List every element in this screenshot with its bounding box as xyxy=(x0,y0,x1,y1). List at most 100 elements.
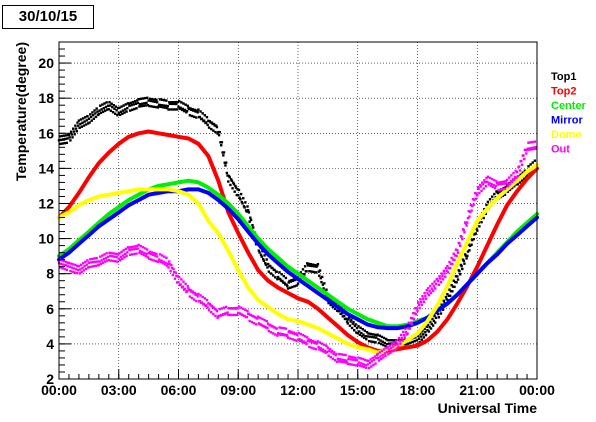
series-point xyxy=(84,123,88,126)
series-point xyxy=(83,120,86,123)
series-point xyxy=(464,254,468,257)
series-point xyxy=(355,359,359,362)
series-point xyxy=(182,280,185,283)
series-point xyxy=(116,260,119,263)
series-point xyxy=(301,333,305,337)
series-point xyxy=(138,251,141,254)
series-point xyxy=(367,339,371,343)
series-point xyxy=(398,339,401,343)
series-point xyxy=(387,348,391,351)
series-point xyxy=(130,103,133,107)
series-point xyxy=(518,181,522,184)
series-point xyxy=(301,340,304,344)
y-tick-label: 6 xyxy=(46,301,54,317)
series-point xyxy=(145,252,148,256)
series-point xyxy=(186,285,189,288)
series-point xyxy=(371,333,374,336)
series-point xyxy=(121,254,125,257)
series-point xyxy=(187,107,191,111)
series-point xyxy=(305,342,308,346)
series-point xyxy=(477,187,480,190)
series-point xyxy=(476,186,480,189)
series-point xyxy=(413,312,416,315)
series-point xyxy=(114,105,118,108)
series-point xyxy=(137,98,140,101)
series-point xyxy=(215,309,219,313)
series-point xyxy=(306,264,310,267)
series-point xyxy=(346,362,349,366)
series-point xyxy=(349,320,352,323)
series-point xyxy=(296,282,300,285)
series-point xyxy=(150,251,154,254)
series-point xyxy=(494,184,497,188)
series-point xyxy=(308,340,312,343)
series-point xyxy=(380,357,383,361)
series-point xyxy=(62,263,65,266)
series-point xyxy=(131,245,135,248)
series-point xyxy=(340,358,344,361)
series-point xyxy=(511,178,515,181)
series-point xyxy=(89,115,93,119)
series-point xyxy=(165,106,169,110)
series-point xyxy=(92,117,96,120)
series-point xyxy=(193,108,197,112)
series-point xyxy=(137,243,140,247)
series-point xyxy=(217,133,221,137)
series-point xyxy=(82,269,86,272)
series-point xyxy=(329,355,332,359)
series-point xyxy=(164,104,167,107)
series-point xyxy=(222,306,226,309)
series-point xyxy=(64,260,68,264)
series-point xyxy=(310,270,313,273)
series-point xyxy=(223,161,226,164)
series-point xyxy=(314,271,317,274)
series-point xyxy=(515,183,518,186)
series-point xyxy=(226,174,229,177)
series-point xyxy=(277,333,280,336)
series-point xyxy=(318,269,322,272)
series-point xyxy=(86,259,89,262)
series-point xyxy=(353,324,357,328)
series-point xyxy=(238,196,241,200)
series-point xyxy=(360,335,364,338)
series-point xyxy=(263,318,266,322)
series-point xyxy=(462,228,465,232)
series-point xyxy=(186,104,189,108)
series-point xyxy=(174,271,177,274)
series-point xyxy=(129,101,133,105)
series-point xyxy=(293,338,296,342)
series-point xyxy=(313,265,316,268)
series-point xyxy=(381,353,384,357)
series-point xyxy=(99,111,103,115)
series-point xyxy=(62,260,66,263)
series-point xyxy=(437,316,441,319)
series-point xyxy=(58,135,61,138)
series-point xyxy=(503,182,506,185)
series-point xyxy=(349,358,352,361)
series-point xyxy=(359,326,362,329)
series-point xyxy=(113,107,116,110)
series-point xyxy=(200,117,204,120)
series-point xyxy=(456,275,459,278)
series-point xyxy=(386,338,389,342)
series-point xyxy=(445,269,448,273)
series-point xyxy=(393,348,396,352)
series-point xyxy=(154,105,157,109)
series-point xyxy=(140,104,143,108)
series-point xyxy=(110,251,113,255)
series-point xyxy=(207,302,210,305)
series-point xyxy=(212,129,215,132)
series-point xyxy=(316,262,320,266)
series-point xyxy=(228,307,231,310)
series-point xyxy=(210,304,214,308)
x-tick-label: 15:00 xyxy=(340,382,376,398)
series-point xyxy=(150,105,153,108)
series-point xyxy=(151,253,155,257)
series-point xyxy=(508,188,512,192)
series-point xyxy=(404,331,408,334)
series-point xyxy=(181,285,184,288)
series-point xyxy=(150,258,153,261)
series-point xyxy=(62,134,66,137)
series-point xyxy=(110,102,113,105)
series-point xyxy=(242,307,245,310)
